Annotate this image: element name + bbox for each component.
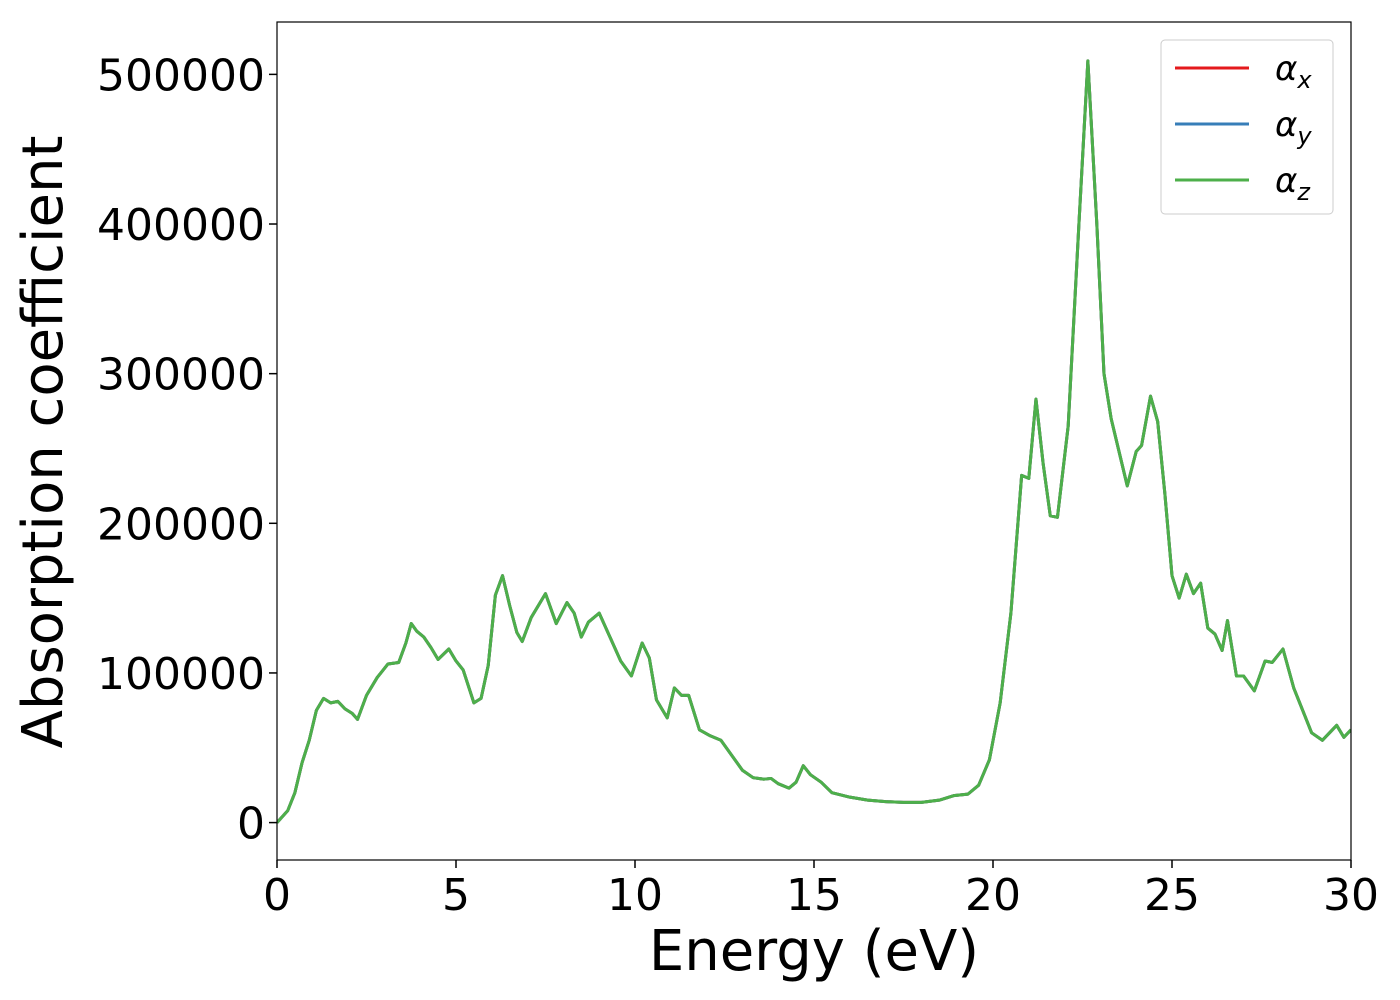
x-tick-label: 25 [1144, 870, 1200, 921]
y-tick-label: 100000 [97, 649, 265, 700]
legend-box [1160, 39, 1334, 215]
y-tick-label: 500000 [97, 50, 265, 101]
legend-label: αx [1275, 49, 1312, 94]
legend-label: αz [1275, 161, 1311, 206]
x-tick-label: 10 [607, 870, 663, 921]
line-series [277, 59, 1351, 824]
x-axis-label: Energy (eV) [649, 919, 979, 984]
y-axis-label: Absorption coefficient [11, 136, 76, 749]
x-tick-label: 5 [442, 870, 470, 921]
y-tick-label: 0 [237, 799, 265, 850]
y-tick-label: 300000 [97, 350, 265, 401]
y-tick-label: 200000 [97, 499, 265, 550]
x-tick-label: 15 [786, 870, 842, 921]
plot-frame [276, 21, 1352, 861]
x-tick-label: 0 [263, 870, 291, 921]
legend-label: αy [1275, 105, 1312, 150]
x-tick-label: 20 [965, 870, 1021, 921]
x-tick-label: 30 [1323, 870, 1379, 921]
y-tick-label: 400000 [97, 200, 265, 251]
